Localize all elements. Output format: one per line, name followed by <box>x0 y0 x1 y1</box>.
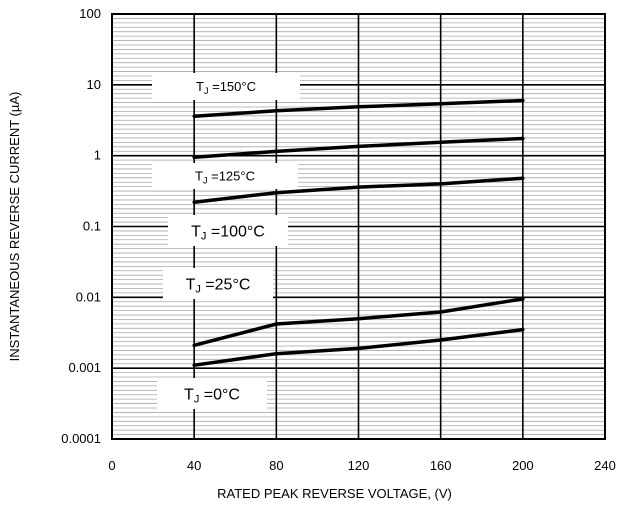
series-line <box>192 136 525 159</box>
curve-label: TJ =25°C <box>186 276 251 295</box>
x-tick-label: 160 <box>430 458 452 473</box>
x-tick-label: 240 <box>594 458 616 473</box>
curve-labels: TJ =150°C TJ =125°C TJ =100°C TJ =25°C TJ =0… <box>152 73 300 409</box>
series-line <box>192 297 525 348</box>
y-tick-label: 0.1 <box>83 219 101 234</box>
plot-area <box>192 98 525 367</box>
y-tick-label: 10 <box>87 77 101 92</box>
x-tick-label: 40 <box>187 458 201 473</box>
x-tick-label: 120 <box>348 458 370 473</box>
y-tick-label: 1 <box>94 148 101 163</box>
tick-labels: 0 40 80 120 160 200 240 100 10 1 0.1 0.01 0.001 0.000… <box>61 6 616 473</box>
curve-label: TJ =150°C <box>196 79 256 96</box>
y-tick-label: 0.001 <box>68 360 101 375</box>
curve-label: TJ =100°C <box>191 223 265 242</box>
curve-label-box <box>168 215 288 246</box>
plot-frame <box>111 13 606 440</box>
curve-label-box <box>152 163 298 189</box>
series-line <box>192 98 525 119</box>
y-axis-label: INSTANTANEOUS REVERSE CURRENT (µA) <box>7 92 22 362</box>
y-tick-label: 0.0001 <box>61 431 101 446</box>
series-line <box>192 176 525 204</box>
curve-label-box <box>157 378 267 409</box>
y-tick-label: 0.01 <box>76 289 101 304</box>
curve-label-box <box>163 268 273 299</box>
x-tick-label: 80 <box>269 458 283 473</box>
x-tick-label: 200 <box>512 458 534 473</box>
x-axis-label: RATED PEAK REVERSE VOLTAGE, (V) <box>217 486 452 501</box>
y-tick-label: 100 <box>79 6 101 21</box>
curve-label-box <box>152 73 300 100</box>
curve-label: TJ =125°C <box>195 169 255 186</box>
x-tick-label: 0 <box>108 458 115 473</box>
curve-label: TJ =0°C <box>184 386 240 405</box>
series-line <box>192 327 525 367</box>
